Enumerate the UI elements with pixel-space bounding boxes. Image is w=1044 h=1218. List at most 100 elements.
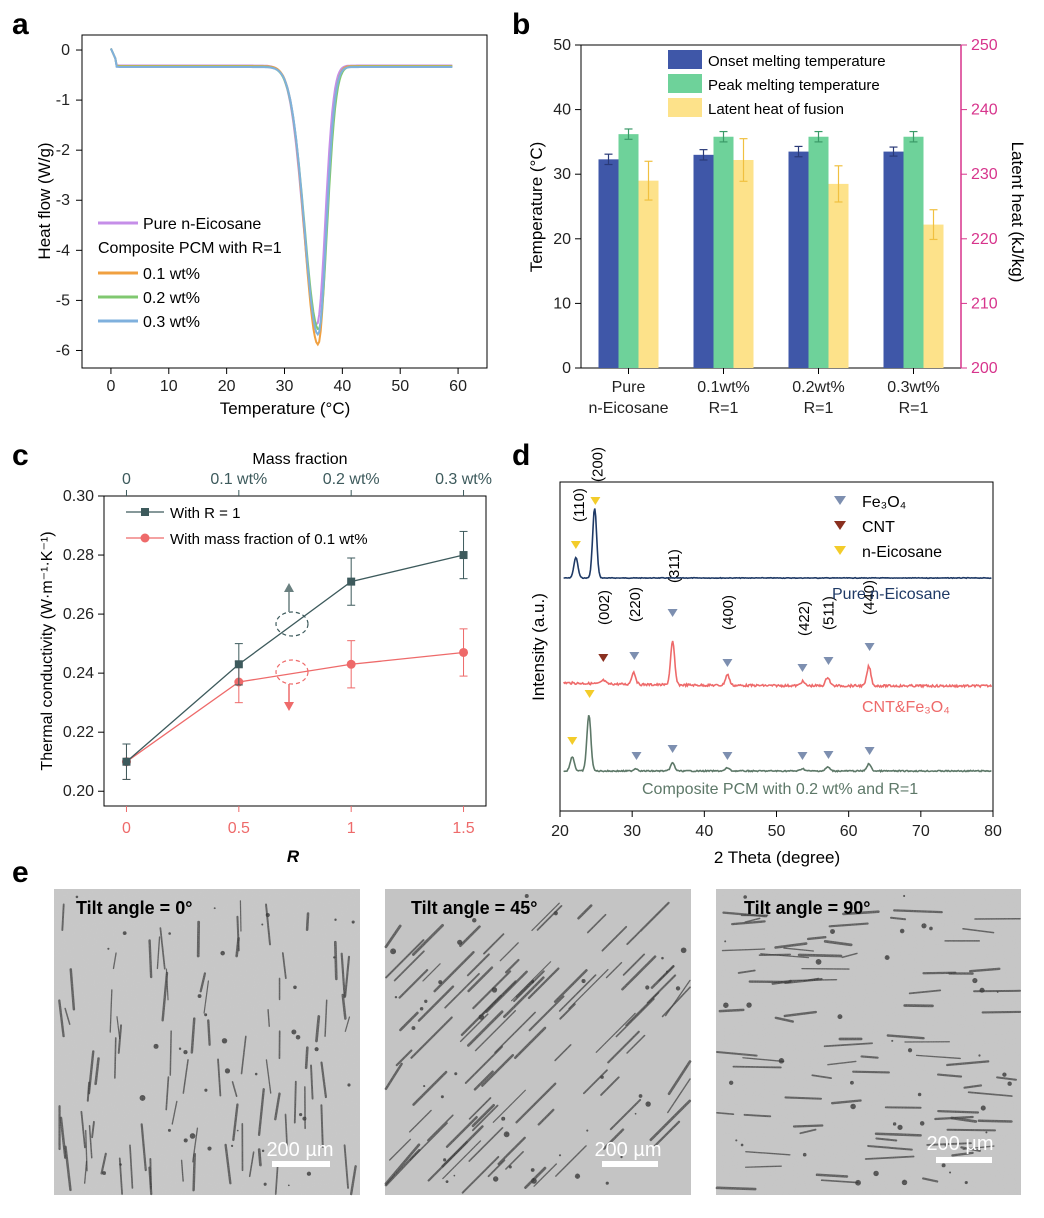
x-tick-label: 1: [347, 820, 356, 837]
bar-peak: [903, 136, 924, 368]
panel-label-b: b: [512, 8, 530, 41]
xrd-pattern-0: [563, 508, 992, 580]
bar-latent: [638, 180, 659, 368]
y-tick-label: -6: [56, 342, 70, 359]
legend-swatch-onset: [668, 50, 702, 69]
micrograph-0deg: Tilt angle = 0° 200 µm: [54, 889, 360, 1196]
panel-c-ticks: 0 0.5 1 1.5 0 0.1 wt% 0.2 wt% 0.3 wt% 0.20 0.22 0.…: [63, 471, 492, 837]
peak-marker-icon: [823, 751, 834, 759]
data-point: [346, 659, 356, 669]
series-line-with_R1: [126, 554, 464, 763]
peak-marker-icon: [667, 609, 678, 617]
panel-a-dsc-chart: 0 10 20 30 40 50 60 0 -1 -2 -3 -4 -5 -6 Temperature (…: [35, 34, 488, 418]
legend-marker-with-mf: [140, 533, 150, 543]
indicator-arrow-down-icon: [284, 702, 294, 711]
bar-onset: [883, 151, 904, 368]
micrograph-45deg-title: Tilt angle = 45°: [411, 898, 537, 918]
xrd-pattern-2: [563, 714, 992, 773]
panel-c-ylabel: Thermal conductivity (W·m⁻¹·K⁻¹): [39, 531, 56, 770]
peak-label: (511): [820, 596, 837, 630]
micrograph-90deg-title: Tilt angle = 90°: [744, 898, 870, 918]
x-tick-label: R=1: [709, 400, 739, 417]
panel-c-x2label: Mass fraction: [252, 451, 347, 468]
legend-heading-composite: Composite PCM with R=1: [98, 240, 282, 257]
bar-latent: [828, 183, 849, 368]
y2-tick-label: 240: [971, 102, 998, 119]
peak-label: (110): [571, 488, 588, 522]
legend-marker-with-r1: [141, 508, 149, 516]
y-tick-label: 40: [553, 102, 571, 119]
peak-marker-icon: [584, 690, 595, 698]
bar-peak: [713, 136, 734, 368]
x2-tick-label: 0.2 wt%: [323, 471, 380, 488]
peak-marker-icon: [590, 497, 601, 505]
panel-c-legend: With R = 1 With mass fraction of 0.1 wt%: [126, 505, 368, 548]
x-tick-label: 20: [551, 823, 569, 840]
micrograph-45deg-scale-label: 200 µm: [594, 1139, 661, 1161]
panel-c-series: [121, 530, 469, 780]
panel-d-ticks: 20 30 40 50 60 70 80: [551, 811, 1002, 840]
peak-label: (200): [590, 447, 607, 482]
data-point: [459, 647, 469, 657]
y-tick-label: 20: [553, 231, 571, 248]
panel-label-d: d: [512, 439, 530, 472]
y-tick-label: 0.24: [63, 665, 94, 682]
x2-tick-label: 0.3 wt%: [435, 471, 492, 488]
panel-b-legend: Onset melting temperature Peak melting t…: [668, 50, 886, 118]
panel-a-xlabel: Temperature (°C): [220, 399, 351, 418]
panel-d-patterns: (110)(200) (002) (220) (311) (400) (422) (511)…: [562, 447, 993, 773]
bar-onset: [693, 154, 714, 368]
legend-label-fe3o4: Fe₃O₄: [862, 494, 906, 511]
y-tick-label: -1: [56, 92, 70, 109]
y2-tick-label: 200: [971, 360, 998, 377]
y-tick-label: 0.28: [63, 547, 94, 564]
xrd-label-cnt: CNT&Fe₃O₄: [862, 699, 950, 716]
dsc-curve-3: [109, 48, 453, 337]
legend-label-with-mf: With mass fraction of 0.1 wt%: [170, 531, 368, 548]
data-point: [234, 660, 243, 669]
x-tick-label: 1.5: [452, 820, 474, 837]
y-tick-label: 50: [553, 37, 571, 54]
x-tick-label: 70: [912, 823, 930, 840]
peak-marker-icon: [722, 752, 733, 760]
micrograph-90deg-scale-bar: [936, 1157, 992, 1163]
x-tick-label: 20: [218, 378, 236, 395]
x-tick-label: R=1: [899, 400, 929, 417]
y-tick-label: 0.20: [63, 783, 94, 800]
x-tick-label: 30: [276, 378, 294, 395]
legend-cnt-marker-icon: [834, 521, 846, 530]
legend-label-with-r1: With R = 1: [170, 505, 240, 522]
peak-marker-icon: [598, 654, 609, 662]
y2-tick-label: 230: [971, 166, 998, 183]
y-tick-label: -4: [56, 242, 70, 259]
panel-b-bar-chart: 0 10 20 30 40 50 200 210 220 230 240 250 Pure n-Eicos…: [527, 37, 1027, 417]
legend-label-latent: Latent heat of fusion: [708, 101, 844, 118]
legend-label-cnt: CNT: [862, 519, 895, 536]
x-tick-label: 80: [984, 823, 1002, 840]
legend-eicosane-marker-icon: [834, 546, 846, 555]
x-tick-label: 40: [333, 378, 351, 395]
panel-d-ylabel: Intensity (a.u.): [529, 593, 548, 701]
micrograph-0deg-scale-bar: [272, 1161, 330, 1167]
indicator-arrow-up-icon: [284, 583, 294, 592]
y-tick-label: 0: [562, 360, 571, 377]
bar-latent: [733, 159, 754, 368]
y-tick-label: 30: [553, 166, 571, 183]
legend-swatch-latent: [668, 98, 702, 117]
panel-a-legend: Pure n-Eicosane Composite PCM with R=1 0…: [98, 216, 282, 331]
y-tick-label: 0: [61, 42, 70, 59]
x-tick-label: 0.1wt%: [697, 379, 749, 396]
x-tick-label: 60: [449, 378, 467, 395]
peak-label: (400): [720, 595, 737, 630]
x-tick-label: 40: [695, 823, 713, 840]
micrograph-0deg-scale-label: 200 µm: [266, 1139, 333, 1161]
x-tick-label: 30: [623, 823, 641, 840]
y-tick-label: 0.30: [63, 488, 94, 505]
xrd-label-pure: Pure n-Eicosane: [832, 586, 950, 603]
panel-b-y2label: Latent heat (kJ/kg): [1008, 142, 1027, 283]
indicator-ellipse-lower: [275, 659, 309, 685]
peak-marker-icon: [864, 643, 875, 651]
panel-d-plot-frame: [559, 481, 994, 812]
x-tick-label: n-Eicosane: [588, 400, 668, 417]
